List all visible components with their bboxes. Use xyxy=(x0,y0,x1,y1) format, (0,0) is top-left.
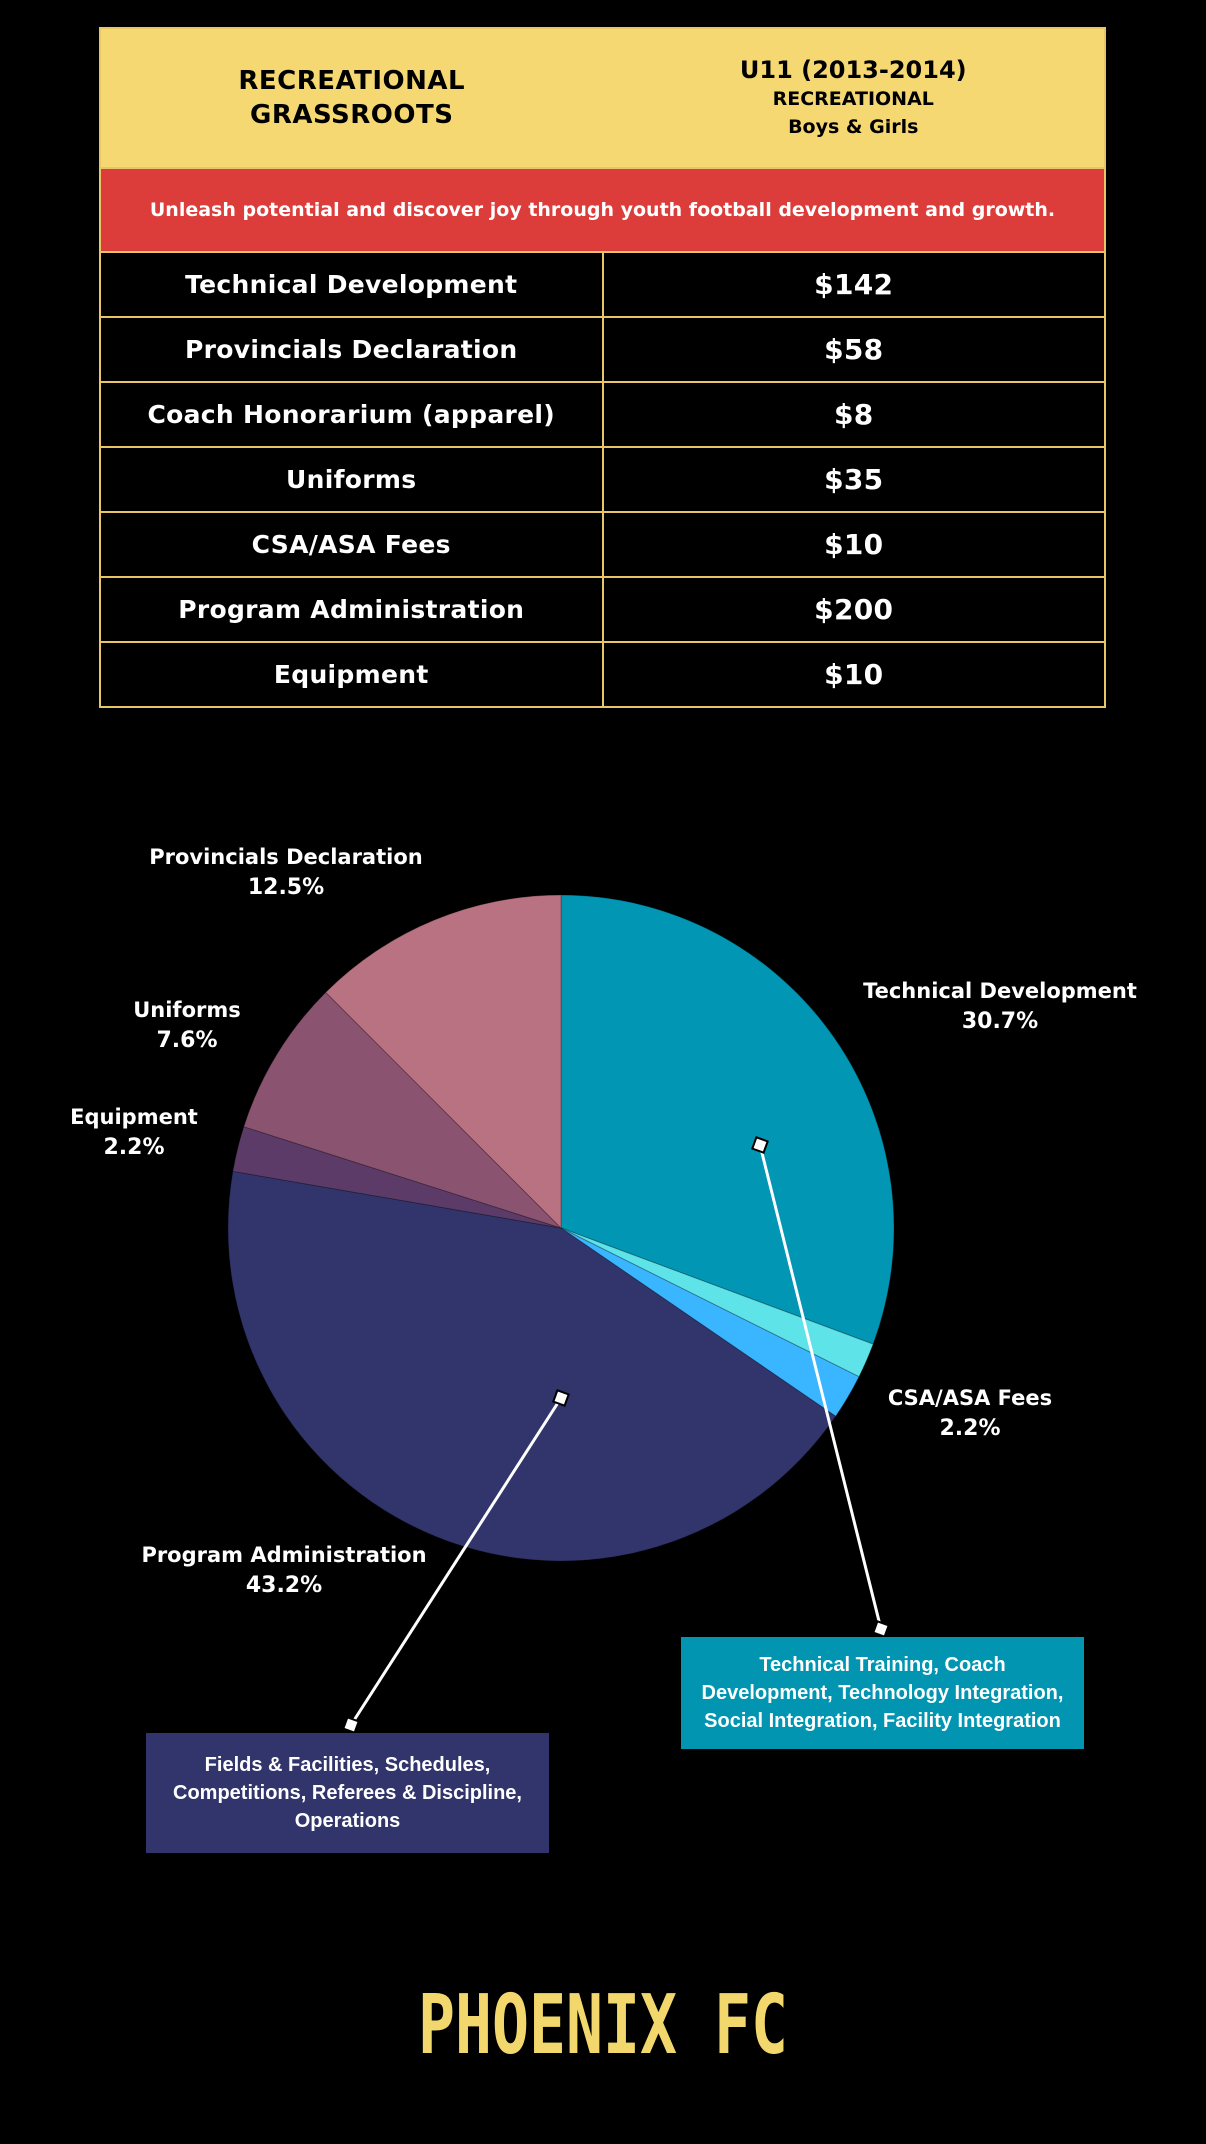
pie-slice-technical-development xyxy=(560,894,895,1345)
fee-label: Technical Development xyxy=(99,251,604,318)
fee-label: Uniforms xyxy=(99,446,604,513)
fee-amount: $142 xyxy=(601,251,1106,318)
administration-leader-line-marker xyxy=(342,1716,360,1734)
pie-slice-csa-asa-fees xyxy=(560,1227,860,1417)
slice-percent-uniforms: 7.6% xyxy=(156,1028,217,1053)
logo-text: PHOENIX FC xyxy=(418,1978,788,2065)
division-line: RECREATIONAL xyxy=(772,88,934,110)
table-row: Technical Development $142 xyxy=(99,251,1106,318)
pie-slice-provincials-declaration xyxy=(325,894,562,1230)
fee-label: Equipment xyxy=(99,641,604,708)
fee-amount: $8 xyxy=(601,381,1106,448)
table-row: Equipment $10 xyxy=(99,641,1106,708)
administration-leader-line xyxy=(349,1397,563,1726)
administration-callout: Fields & Facilities, Schedules, Competit… xyxy=(146,1733,549,1853)
phoenix-fc-logo: PHOENIX FC xyxy=(0,1975,1206,2073)
fee-amount: $10 xyxy=(601,511,1106,578)
fee-amount: $200 xyxy=(601,576,1106,643)
age-group-title: U11 (2013-2014) RECREATIONAL Boys & Girl… xyxy=(603,55,1105,141)
table-row: CSA/ASA Fees $10 xyxy=(99,511,1106,578)
fee-label: CSA/ASA Fees xyxy=(99,511,604,578)
technical-callout: Technical Training, Coach Development, T… xyxy=(681,1637,1084,1749)
table-header: RECREATIONAL GRASSROOTS U11 (2013-2014) … xyxy=(99,27,1106,169)
table-row: Coach Honorarium (apparel) $8 xyxy=(99,381,1106,448)
slice-percent-provincials-declaration: 12.5% xyxy=(248,875,324,900)
fee-amount: $58 xyxy=(601,316,1106,383)
age-group-line: U11 (2013-2014) xyxy=(739,56,967,84)
slice-label-uniforms: Uniforms xyxy=(133,998,241,1022)
administration-leader-line-marker xyxy=(552,1389,570,1407)
fee-amount: $10 xyxy=(601,641,1106,708)
gender-line: Boys & Girls xyxy=(788,116,919,138)
slice-label-equipment: Equipment xyxy=(70,1105,198,1129)
slice-label-csa-asa-fees: CSA/ASA Fees xyxy=(888,1386,1052,1410)
pie-slice-uniforms xyxy=(243,991,562,1229)
fee-label: Coach Honorarium (apparel) xyxy=(99,381,604,448)
tagline-banner: Unleash potential and discover joy throu… xyxy=(99,169,1106,251)
slice-percent-equipment: 2.2% xyxy=(103,1135,164,1160)
technical-leader-line-marker xyxy=(872,1620,890,1638)
technical-leader-line-marker xyxy=(751,1136,769,1154)
slice-percent-program-administration: 43.2% xyxy=(246,1573,322,1598)
pie-slice-program-administration xyxy=(227,1170,837,1562)
program-type-line1: RECREATIONAL xyxy=(238,66,466,96)
table-row: Uniforms $35 xyxy=(99,446,1106,513)
fee-label: Provincials Declaration xyxy=(99,316,604,383)
fee-table: RECREATIONAL GRASSROOTS U11 (2013-2014) … xyxy=(99,27,1106,708)
logo-wordmark: PHOENIX FC xyxy=(418,1978,788,2073)
slice-label-technical-development: Technical Development xyxy=(863,979,1137,1003)
fee-label: Program Administration xyxy=(99,576,604,643)
table-row: Program Administration $200 xyxy=(99,576,1106,643)
technical-leader-line xyxy=(758,1144,883,1630)
slice-percent-technical-development: 30.7% xyxy=(962,1009,1038,1034)
program-type-line2: GRASSROOTS xyxy=(250,100,454,130)
fee-amount: $35 xyxy=(601,446,1106,513)
pie-slice-coach-honorarium-apparel xyxy=(560,1227,874,1378)
pie-slice-equipment xyxy=(232,1126,562,1229)
table-row: Provincials Declaration $58 xyxy=(99,316,1106,383)
fee-breakdown-table: Technical Development $142 Provincials D… xyxy=(99,251,1106,708)
slice-percent-csa-asa-fees: 2.2% xyxy=(939,1416,1000,1441)
slice-label-provincials-declaration: Provincials Declaration xyxy=(149,845,422,869)
slice-label-program-administration: Program Administration xyxy=(141,1543,426,1567)
program-type-title: RECREATIONAL GRASSROOTS xyxy=(101,64,603,132)
